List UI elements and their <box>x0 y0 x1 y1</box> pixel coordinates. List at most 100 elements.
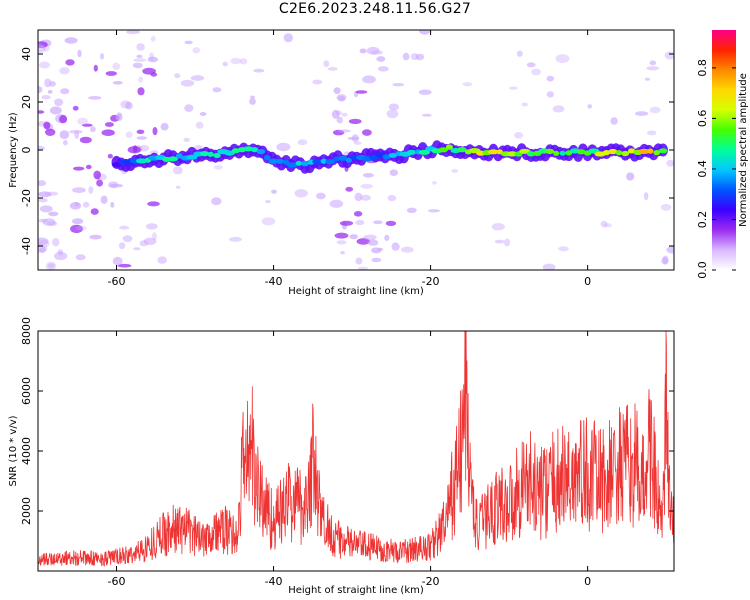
spectrogram-noise-blob <box>360 194 371 201</box>
spectrogram-noise-blob <box>341 112 348 117</box>
spectrogram-noise-blob <box>340 251 345 255</box>
spectrogram-noise-blob <box>331 109 340 119</box>
spectrogram-noise-blob <box>38 198 48 203</box>
spectrogram-noise-blob <box>132 62 143 69</box>
spectrogram-noise-blob <box>250 95 255 99</box>
spectrogram-ridge-core <box>653 150 660 156</box>
spectrogram-panel: -60 -40 -20 0 -40 -20 0 20 40 Height of straight… <box>8 29 675 297</box>
spectrogram-noise-blob <box>283 33 293 43</box>
spectrogram-noise-blob <box>109 183 123 188</box>
spectrogram-ridge-core <box>559 150 566 156</box>
spectrogram-noise-blob <box>145 223 158 230</box>
spectrogram-noise-blob <box>462 82 473 87</box>
spectrogram-ridge-core <box>658 148 668 154</box>
snr-ticks: -60 -40 -20 0 2000 4000 6000 8000 <box>20 317 674 588</box>
spectrogram-noise-blob <box>334 232 349 239</box>
x-tick-label: -20 <box>422 275 440 288</box>
spectrogram-noise-blob <box>49 81 56 87</box>
snr-x-axis-title: Height of straight line (km) <box>288 585 424 596</box>
spectrogram-noise-blob <box>294 189 308 198</box>
colorbar-ticks: 0.0 0.2 0.4 0.6 0.8 <box>696 59 736 279</box>
spectrogram-noise-blob <box>389 169 398 176</box>
spectrogram-noise-blob <box>626 172 635 181</box>
spectrogram-noise-blob <box>60 88 70 95</box>
spectrogram-noise-blob <box>90 126 96 133</box>
spectrogram-noise-blob <box>47 90 53 94</box>
spectrogram-noise-blob <box>150 72 158 77</box>
colorbar-tick-label: 0.2 <box>696 211 709 229</box>
spectrogram-noise-blob <box>38 86 43 94</box>
spectrogram-noise-blob <box>363 234 377 241</box>
spectrogram-noise-blob <box>555 54 570 64</box>
spectrogram-ridge-core <box>608 148 618 155</box>
spectrogram-noise-blob <box>45 261 57 270</box>
spectrogram-noise-blob <box>43 121 51 130</box>
spectrogram-noise-blob <box>69 130 83 134</box>
spectrogram-noise-blob <box>75 254 86 261</box>
spectrogram-ridge-core <box>199 151 210 157</box>
spectrogram-noise-blob <box>125 131 133 138</box>
spectrogram-noise-blob <box>112 81 123 85</box>
spectrogram-noise-blob <box>136 136 148 140</box>
spectrogram-noise-blob <box>385 220 397 226</box>
spectrogram-noise-blob <box>152 232 157 241</box>
spectrogram-noise-blob <box>491 223 505 231</box>
spectrogram-noise-blob <box>184 40 193 45</box>
spectrogram-ridge-core <box>345 157 352 163</box>
spectrogram-noise-blob <box>72 187 86 194</box>
spectrogram-ridge-core <box>312 159 323 165</box>
spectrogram-noise-blob <box>603 223 612 228</box>
spectrogram-noise-blob <box>356 238 371 245</box>
spectrogram-noise-blob <box>371 257 382 263</box>
spectrogram-noise-blob <box>39 61 50 69</box>
spectrogram-ridge-core <box>251 147 259 153</box>
spectrogram-noise-blob <box>38 237 49 246</box>
spectrogram-noise-blob <box>93 170 101 180</box>
x-tick-label: 0 <box>584 575 591 588</box>
spectrogram-noise-blob <box>38 145 45 151</box>
spectrogram-noise-blob <box>661 257 669 265</box>
spectrogram-noise-blob <box>117 263 132 268</box>
spectrogram-noise-blob <box>338 129 351 133</box>
spectrogram-noise-blob <box>587 104 593 109</box>
spectrogram-noise-blob <box>239 58 248 65</box>
spectrogram-noise-blob <box>72 105 79 111</box>
spectrogram-noise-blob <box>48 211 59 217</box>
spectrogram-noise-blob <box>38 218 48 223</box>
spectrogram-noise-blob <box>357 266 369 270</box>
spectrogram-noise-blob <box>348 118 362 124</box>
spectrogram-noise-blob <box>336 94 347 101</box>
spectrogram-noise-blob <box>355 257 363 265</box>
snr-series-line <box>38 331 674 567</box>
x-tick-label: -20 <box>422 575 440 588</box>
spectrogram-noise-blob <box>126 30 140 35</box>
spectrogram-ridge-core <box>231 148 240 154</box>
spectrogram-ridge-core <box>320 158 327 164</box>
spectrogram-ridge-core <box>487 149 499 155</box>
spectrogram-noise-blob <box>349 234 359 240</box>
spectrogram-noise-blob <box>230 57 242 65</box>
spectrogram-noise-blob <box>297 139 308 146</box>
spectrogram-noise-blob <box>516 50 523 57</box>
spectrogram-noise-blob <box>38 191 52 198</box>
spectrogram-noise-blob <box>59 67 70 75</box>
spectrogram-noise-blob <box>65 59 75 66</box>
spectrogram-noise-blob <box>59 130 70 140</box>
spectrogram-noise-blob <box>93 64 98 72</box>
spectrogram-noise-blob <box>646 130 657 136</box>
spectrogram-noise-blob <box>362 129 372 136</box>
spectrogram-noise-blob <box>133 58 147 62</box>
colorbar-gradient <box>712 30 736 270</box>
spectrogram-noise-blob <box>180 79 195 87</box>
spectrogram-noise-blob <box>213 165 224 170</box>
spectrogram-noise-blob <box>355 219 365 226</box>
spectrogram-noise-blob <box>249 98 256 105</box>
spectrogram-noise-blob <box>384 234 390 241</box>
spectrogram-noise-blob <box>211 197 222 206</box>
spectrogram-noise-blob <box>88 186 94 194</box>
spectrogram-noise-blob <box>100 195 108 204</box>
spectrogram-noise-blob <box>172 166 183 175</box>
spectrogram-noise-blob <box>419 30 431 35</box>
spectrogram-noise-blob <box>354 192 363 202</box>
